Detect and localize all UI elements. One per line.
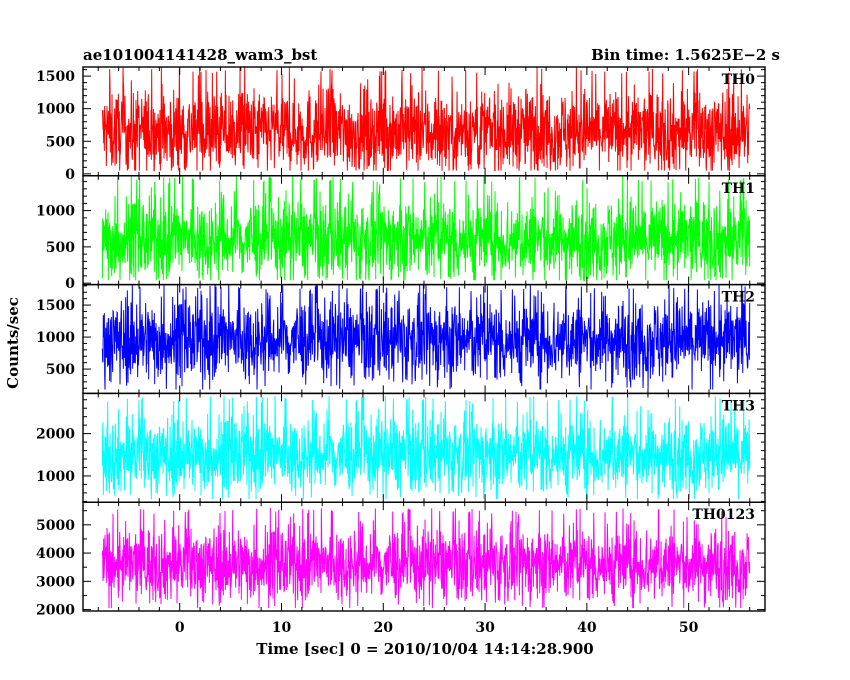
y-tick-label: 500 [46, 240, 75, 256]
x-axis-label: Time [sec] 0 = 2010/10/04 14:14:28.900 [256, 640, 593, 658]
series-line-th0123 [101, 508, 751, 609]
panel-label: TH0 [722, 72, 756, 88]
y-tick-label: 500 [46, 134, 75, 150]
panel-th3: TH3 1000 2000 [36, 392, 766, 503]
panel-label: TH2 [722, 290, 755, 306]
x-tick-label: 20 [374, 620, 394, 636]
y-tick-label: 1000 [36, 469, 75, 485]
series-line-th3 [101, 395, 751, 500]
y-tick-label: 0 [65, 276, 75, 292]
y-tick-label: 1500 [36, 298, 75, 314]
y-axis-label: Counts/sec [4, 297, 22, 389]
panel-label: TH1 [722, 181, 755, 197]
x-tick-label: 0 [175, 620, 185, 636]
series-line-th1 [101, 175, 751, 283]
chart-title-left: ae101004141428_wam3_bst [83, 46, 317, 64]
y-tick-label: 2000 [36, 427, 75, 443]
y-tick-label: 500 [46, 362, 75, 378]
x-tick-label: 40 [577, 620, 597, 636]
y-tick-label: 5000 [36, 518, 75, 534]
panel-label: TH3 [722, 398, 755, 414]
series-line-th2 [101, 284, 751, 390]
series-line-th0 [101, 67, 751, 172]
panel-th0: TH0 0 500 1000 1500 [36, 66, 766, 183]
y-tick-label: 4000 [36, 546, 75, 562]
x-tick-label: 30 [475, 620, 495, 636]
y-tick-label: 1500 [36, 69, 75, 85]
chart-title-right: Bin time: 1.5625E−2 s [591, 46, 780, 64]
y-tick-label: 1000 [36, 204, 75, 220]
panels: TH0 0 500 1000 1500 TH1 0 500 1000 TH2 500 1000 1500… [36, 66, 766, 619]
panel-label: TH0123 [692, 507, 755, 523]
x-tick-label: 50 [679, 620, 699, 636]
y-tick-label: 1000 [36, 102, 75, 118]
y-tick-label: 2000 [36, 603, 75, 619]
panel-th2: TH2 500 1000 1500 [36, 283, 766, 395]
y-tick-label: 3000 [36, 574, 75, 590]
y-tick-label: 0 [65, 167, 75, 183]
y-tick-label: 1000 [36, 330, 75, 346]
panel-th1: TH1 0 500 1000 [36, 175, 766, 292]
panel-th0123: TH0123 2000 3000 4000 5000 [36, 501, 766, 619]
x-tick-label: 10 [272, 620, 292, 636]
